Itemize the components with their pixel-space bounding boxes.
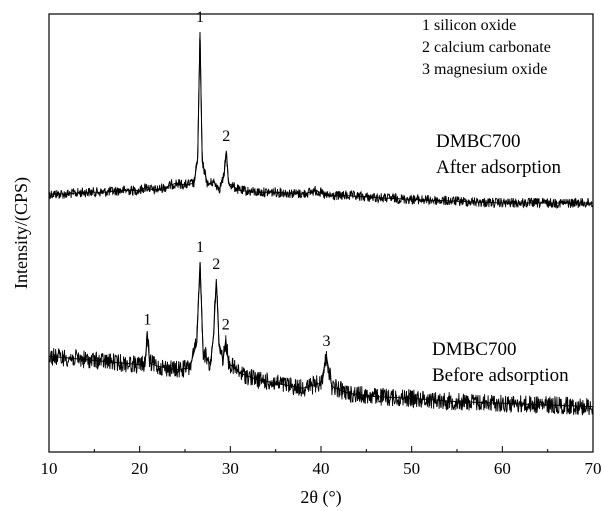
peak-label: 2 bbox=[212, 256, 220, 273]
peak-label: 2 bbox=[222, 316, 230, 333]
x-axis-label: 2θ (°) bbox=[300, 487, 341, 508]
x-tick-label: 30 bbox=[222, 459, 239, 478]
series-line-2 bbox=[48, 262, 594, 416]
x-tick-label: 40 bbox=[313, 459, 330, 478]
x-tick-label: 50 bbox=[403, 459, 420, 478]
x-tick-label: 10 bbox=[41, 459, 58, 478]
legend-entry: 1 silicon oxide bbox=[422, 17, 516, 34]
legend-entry: 3 magnesium oxide bbox=[422, 61, 547, 78]
x-tick-label: 70 bbox=[585, 459, 602, 478]
series-group bbox=[48, 31, 594, 416]
series-peaks-1 bbox=[49, 31, 593, 204]
series-label: DMBC700 bbox=[432, 339, 516, 360]
legend: 1 silicon oxide 2 calcium carbonate 3 magn… bbox=[422, 17, 551, 78]
peak-label: 1 bbox=[196, 239, 204, 256]
x-axis-ticks: 10 20 30 40 50 60 70 bbox=[41, 446, 602, 478]
peak-label: 3 bbox=[322, 333, 330, 350]
series-label: DMBC700 bbox=[436, 131, 520, 152]
peak-label: 1 bbox=[143, 311, 151, 328]
legend-entry: 2 calcium carbonate bbox=[422, 39, 551, 56]
series-line-1 bbox=[48, 37, 594, 209]
x-tick-label: 60 bbox=[494, 459, 511, 478]
peak-label: 1 bbox=[196, 9, 204, 26]
series-label: After adsorption bbox=[436, 157, 562, 178]
y-axis-label: Intensity/(CPS) bbox=[11, 177, 32, 289]
series-labels: DMBC700 After adsorption DMBC700 Before ads… bbox=[432, 131, 569, 386]
series-label: Before adsorption bbox=[432, 365, 569, 386]
x-tick-label: 20 bbox=[131, 459, 148, 478]
peak-label: 2 bbox=[222, 128, 230, 145]
series-peaks-2 bbox=[48, 262, 594, 408]
